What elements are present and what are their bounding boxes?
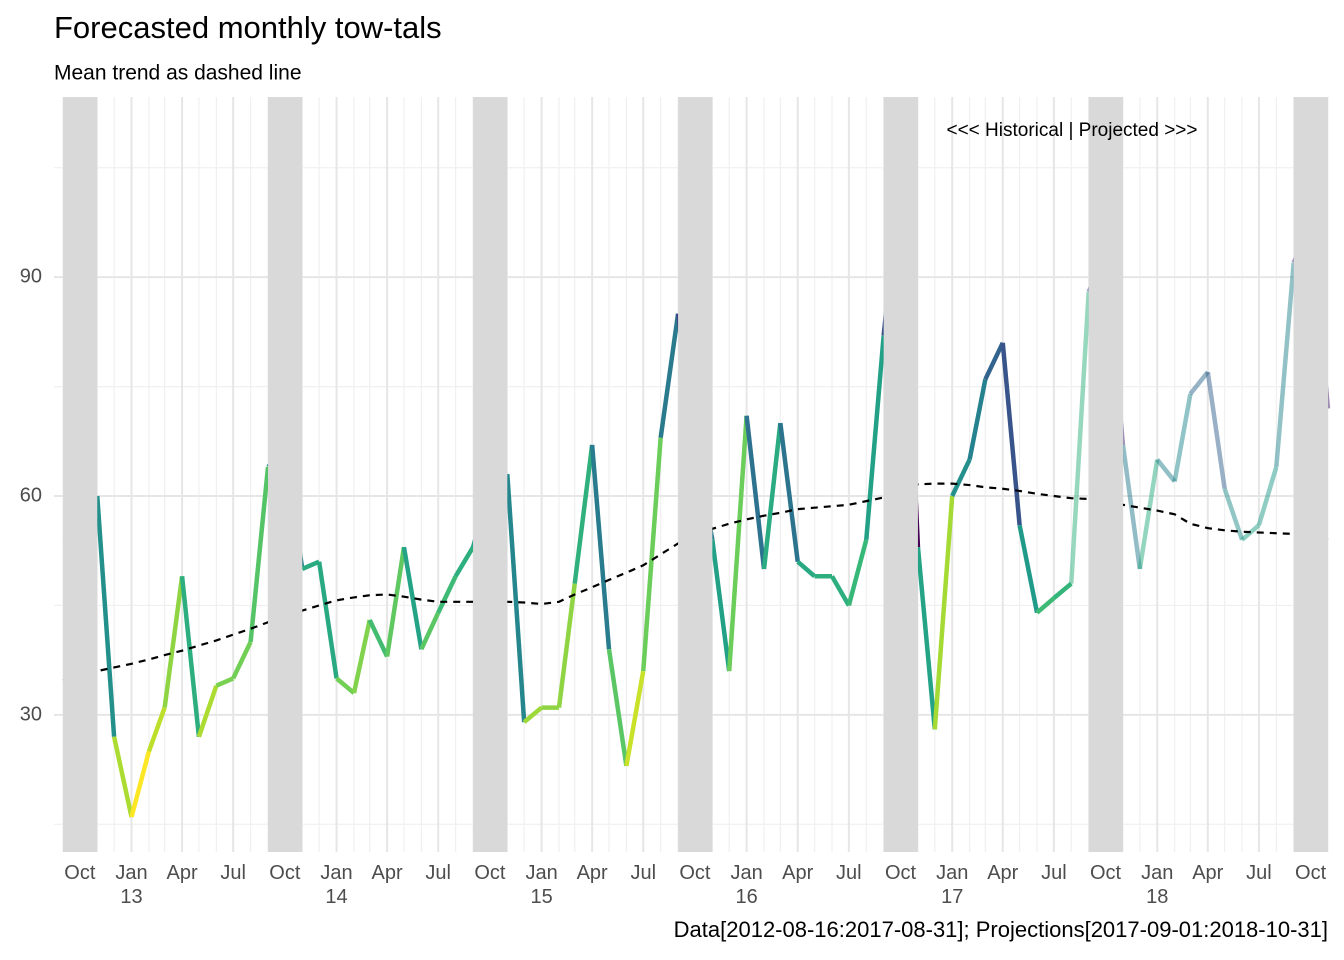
line-segment bbox=[401, 546, 424, 650]
line-segment bbox=[453, 545, 475, 578]
caption: Data[2012-08-16:2017-08-31]; Projections… bbox=[674, 917, 1328, 942]
line-segment bbox=[846, 539, 869, 607]
line-segment bbox=[335, 676, 356, 695]
x-tick-label: Jan 13 bbox=[115, 862, 148, 908]
shaded-band bbox=[473, 97, 508, 852]
line-segment bbox=[1274, 262, 1296, 468]
line-segment bbox=[1069, 291, 1091, 584]
line-segment bbox=[231, 640, 253, 680]
shaded-band bbox=[1088, 97, 1123, 852]
x-tick-label: Oct bbox=[1295, 862, 1327, 884]
shaded-band bbox=[268, 97, 303, 852]
line-segment bbox=[1017, 524, 1040, 614]
line-segment bbox=[1172, 393, 1193, 482]
line-segment bbox=[351, 619, 372, 694]
line-segment bbox=[505, 473, 527, 723]
x-tick-label: Apr bbox=[576, 862, 608, 884]
x-tick-label: Apr bbox=[1192, 862, 1224, 884]
line-segment bbox=[967, 378, 988, 460]
shaded-band bbox=[1293, 97, 1328, 852]
chart-subtitle: Mean trend as dashed line bbox=[54, 62, 302, 85]
line-segment bbox=[146, 706, 167, 753]
x-tick-label: Jul bbox=[220, 862, 246, 884]
line-segment bbox=[744, 415, 767, 570]
line-segment bbox=[522, 705, 544, 724]
line-segment bbox=[419, 611, 441, 651]
line-segment bbox=[1205, 371, 1227, 490]
line-segment bbox=[248, 466, 271, 643]
line-segment bbox=[1155, 458, 1177, 483]
line-segment bbox=[556, 583, 577, 708]
x-tick-label: Jul bbox=[425, 862, 451, 884]
x-tick-label: Oct bbox=[679, 862, 711, 884]
line-segment bbox=[384, 546, 407, 657]
line-segment bbox=[796, 559, 817, 578]
line-segment bbox=[830, 575, 851, 607]
line-segment bbox=[111, 736, 134, 818]
line-segment bbox=[1137, 459, 1160, 570]
shaded-band bbox=[678, 97, 713, 852]
line-segment bbox=[983, 341, 1005, 381]
line-segment bbox=[932, 495, 955, 730]
line-segment bbox=[301, 559, 321, 572]
line-segment bbox=[196, 684, 219, 738]
line-segment bbox=[179, 576, 202, 737]
line-segment bbox=[778, 422, 800, 562]
line-segment bbox=[726, 415, 749, 672]
line-segment bbox=[316, 561, 339, 679]
line-segment bbox=[1000, 342, 1022, 526]
x-tick-label: Apr bbox=[782, 862, 814, 884]
x-tick-label: Oct bbox=[1089, 862, 1122, 884]
x-tick-label: Jan 18 bbox=[1141, 862, 1174, 908]
line-segment bbox=[710, 539, 732, 672]
x-tick-label: Oct bbox=[269, 862, 301, 884]
line-segment bbox=[1222, 487, 1245, 541]
line-segment bbox=[367, 619, 390, 658]
line-segment bbox=[162, 575, 185, 708]
y-tick-label: 60 bbox=[19, 484, 42, 507]
line-segment bbox=[761, 422, 783, 570]
line-segment bbox=[1052, 581, 1073, 600]
line-segment bbox=[572, 444, 595, 584]
line-segment bbox=[950, 458, 972, 497]
line-segment bbox=[606, 648, 629, 767]
shaded-band bbox=[62, 97, 98, 852]
line-segment bbox=[864, 335, 886, 540]
line-segment bbox=[641, 437, 663, 672]
x-tick-label: Oct bbox=[64, 862, 96, 884]
x-tick-label: Jan 16 bbox=[730, 862, 763, 908]
line-segment bbox=[129, 750, 152, 818]
x-tick-label: Jan 14 bbox=[320, 862, 353, 908]
line-segment bbox=[658, 313, 681, 438]
x-tick-label: Jul bbox=[630, 862, 657, 884]
y-tick-label: 90 bbox=[19, 265, 42, 288]
line-segment bbox=[95, 495, 117, 737]
line-segment bbox=[215, 676, 235, 688]
line-segment bbox=[915, 546, 938, 730]
x-tick-label: Apr bbox=[987, 862, 1019, 884]
y-tick-label: 30 bbox=[19, 703, 42, 726]
line-segment bbox=[436, 575, 458, 614]
x-tick-label: Jul bbox=[1246, 862, 1272, 884]
line-segment bbox=[1035, 596, 1056, 615]
chart-title: Forecasted monthly tow-tals bbox=[54, 10, 442, 45]
x-tick-label: Jan 15 bbox=[525, 862, 558, 908]
shaded-band bbox=[883, 97, 918, 852]
line-segment bbox=[1256, 466, 1279, 526]
x-tick-label: Apr bbox=[371, 862, 403, 884]
line-segment bbox=[1188, 370, 1210, 396]
x-tick-label: Jan 17 bbox=[936, 862, 969, 908]
x-tick-label: Oct bbox=[474, 862, 506, 884]
x-tick-label: Jul bbox=[1041, 862, 1067, 884]
line-segment bbox=[624, 670, 646, 767]
annotation: <<< Historical | Projected >>> bbox=[946, 120, 1197, 141]
line-segment bbox=[589, 444, 612, 650]
x-tick-label: Oct bbox=[884, 862, 917, 884]
x-tick-label: Apr bbox=[166, 862, 198, 884]
bg-layer bbox=[62, 97, 1328, 852]
x-tick-label: Jul bbox=[836, 862, 862, 884]
